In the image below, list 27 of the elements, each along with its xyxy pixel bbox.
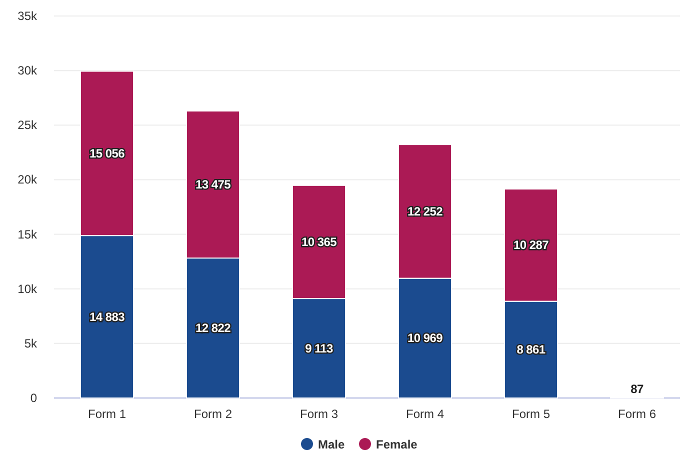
- legend-label: Female: [376, 438, 418, 451]
- y-tick-label: 25k: [18, 118, 38, 132]
- y-tick-label: 35k: [18, 9, 38, 23]
- data-label: 8 861: [516, 342, 546, 357]
- y-tick-label: 0: [30, 391, 38, 405]
- data-label: 10 365: [302, 234, 338, 249]
- data-label: 87: [630, 382, 644, 396]
- data-label: 12 252: [408, 204, 444, 218]
- data-label: 10 287: [514, 238, 550, 252]
- y-tick-label: 30k: [18, 64, 38, 78]
- x-tick-label: Form 3: [300, 407, 338, 421]
- y-tick-label: 10k: [18, 282, 38, 296]
- data-label: 13 475: [196, 178, 232, 192]
- x-tick-label: Form 6: [618, 407, 656, 421]
- y-tick-label: 15k: [18, 227, 38, 242]
- data-label: 12 822: [196, 321, 232, 336]
- x-tick-label: Form 1: [88, 407, 126, 421]
- data-label: 15 056: [90, 146, 126, 160]
- legend-label: Male: [318, 438, 346, 451]
- data-label: 9 113: [305, 341, 334, 356]
- data-label: 14 883: [90, 310, 126, 324]
- y-tick-label: 20k: [18, 172, 38, 187]
- x-tick-label: Form 4: [406, 407, 444, 421]
- data-label: 10 969: [408, 331, 444, 346]
- y-tick-label: 5k: [24, 336, 38, 350]
- x-tick-label: Form 5: [512, 407, 550, 421]
- x-tick-label: Form 2: [194, 407, 232, 421]
